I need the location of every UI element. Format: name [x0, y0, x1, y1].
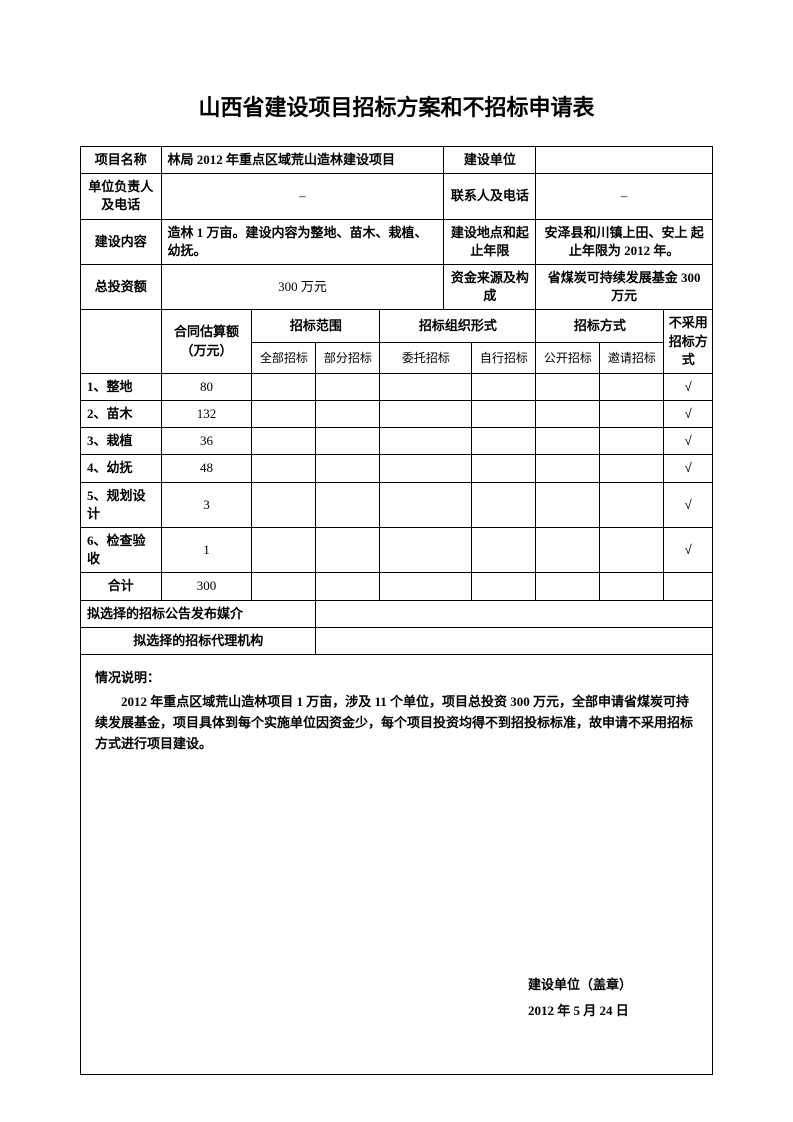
- item-check: √: [664, 482, 713, 527]
- item-amount: 132: [161, 401, 252, 428]
- header-org-agent: 委托招标: [380, 342, 472, 373]
- item-amount: 36: [161, 428, 252, 455]
- explanation-text: 2012 年重点区域荒山造林项目 1 万亩，涉及 11 个单位，项目总投资 30…: [95, 692, 698, 754]
- value-location-period: 安泽县和川镇上田、安上 起止年限为 2012 年。: [536, 219, 713, 264]
- item-no: 3、栽植: [81, 428, 162, 455]
- label-project-name: 项目名称: [81, 147, 162, 174]
- item-amount: 3: [161, 482, 252, 527]
- row-project-name: 项目名称 林局 2012 年重点区域荒山造林建设项目 建设单位: [81, 147, 713, 174]
- label-investment: 总投资额: [81, 264, 162, 309]
- main-table: 项目名称 林局 2012 年重点区域荒山造林建设项目 建设单位 单位负责人及电话…: [80, 146, 713, 655]
- item-amount: 80: [161, 373, 252, 400]
- explanation-title: 情况说明：: [95, 667, 698, 686]
- header-no-bid: 不采用招标方式: [664, 310, 713, 374]
- explanation-section: 情况说明： 2012 年重点区域荒山造林项目 1 万亩，涉及 11 个单位，项目…: [80, 655, 713, 1075]
- item-no: 1、整地: [81, 373, 162, 400]
- label-construction-unit: 建设单位: [444, 147, 536, 174]
- value-construction-unit: [536, 147, 713, 174]
- label-person: 单位负责人及电话: [81, 174, 162, 219]
- value-funding: 省煤炭可持续发展基金 300 万元: [536, 264, 713, 309]
- item-row: 1、整地 80 √: [81, 373, 713, 400]
- signature-block: 建设单位（盖章） 2012 年 5 月 24 日: [528, 972, 632, 1024]
- row-header-1: 合同估算额（万元） 招标范围 招标组织形式 招标方式 不采用招标方式: [81, 310, 713, 343]
- item-no: 4、幼抚: [81, 455, 162, 482]
- header-bid-method: 招标方式: [536, 310, 664, 343]
- item-check: √: [664, 528, 713, 573]
- item-row: 2、苗木 132 √: [81, 401, 713, 428]
- row-pub-media: 拟选择的招标公告发布媒介: [81, 600, 713, 627]
- item-no: 2、苗木: [81, 401, 162, 428]
- label-total: 合计: [81, 573, 162, 600]
- value-content: 造林 1 万亩。建设内容为整地、苗木、栽植、幼抚。: [161, 219, 444, 264]
- value-person: –: [161, 174, 444, 219]
- row-total: 合计 300: [81, 573, 713, 600]
- header-bid-org: 招标组织形式: [380, 310, 536, 343]
- signature-unit: 建设单位（盖章）: [528, 972, 632, 998]
- header-method-invite: 邀请招标: [600, 342, 664, 373]
- header-org-self: 自行招标: [472, 342, 536, 373]
- label-funding: 资金来源及构成: [444, 264, 536, 309]
- item-row: 3、栽植 36 √: [81, 428, 713, 455]
- label-contact: 联系人及电话: [444, 174, 536, 219]
- item-check: √: [664, 401, 713, 428]
- item-amount: 48: [161, 455, 252, 482]
- row-person: 单位负责人及电话 – 联系人及电话 –: [81, 174, 713, 219]
- label-content: 建设内容: [81, 219, 162, 264]
- header-scope-partial: 部分招标: [316, 342, 380, 373]
- item-check: √: [664, 428, 713, 455]
- header-contract: 合同估算额（万元）: [161, 310, 252, 374]
- item-row: 6、检查验收 1 √: [81, 528, 713, 573]
- label-agency: 拟选择的招标代理机构: [81, 627, 316, 654]
- value-total: 300: [161, 573, 252, 600]
- row-agency: 拟选择的招标代理机构: [81, 627, 713, 654]
- item-check: √: [664, 455, 713, 482]
- header-scope-all: 全部招标: [252, 342, 316, 373]
- value-agency: [316, 627, 713, 654]
- label-location-period: 建设地点和起止年限: [444, 219, 536, 264]
- value-project-name: 林局 2012 年重点区域荒山造林建设项目: [161, 147, 444, 174]
- item-row: 5、规划设计 3 √: [81, 482, 713, 527]
- item-amount: 1: [161, 528, 252, 573]
- page-title: 山西省建设项目招标方案和不招标申请表: [80, 90, 713, 122]
- item-check: √: [664, 373, 713, 400]
- value-pub-media: [316, 600, 713, 627]
- item-no: 6、检查验收: [81, 528, 162, 573]
- label-pub-media: 拟选择的招标公告发布媒介: [81, 600, 316, 627]
- header-bid-scope: 招标范围: [252, 310, 380, 343]
- item-no: 5、规划设计: [81, 482, 162, 527]
- value-contact: –: [536, 174, 713, 219]
- row-content: 建设内容 造林 1 万亩。建设内容为整地、苗木、栽植、幼抚。 建设地点和起止年限…: [81, 219, 713, 264]
- value-investment: 300 万元: [161, 264, 444, 309]
- item-row: 4、幼抚 48 √: [81, 455, 713, 482]
- row-investment: 总投资额 300 万元 资金来源及构成 省煤炭可持续发展基金 300 万元: [81, 264, 713, 309]
- header-method-open: 公开招标: [536, 342, 600, 373]
- signature-date: 2012 年 5 月 24 日: [528, 998, 632, 1024]
